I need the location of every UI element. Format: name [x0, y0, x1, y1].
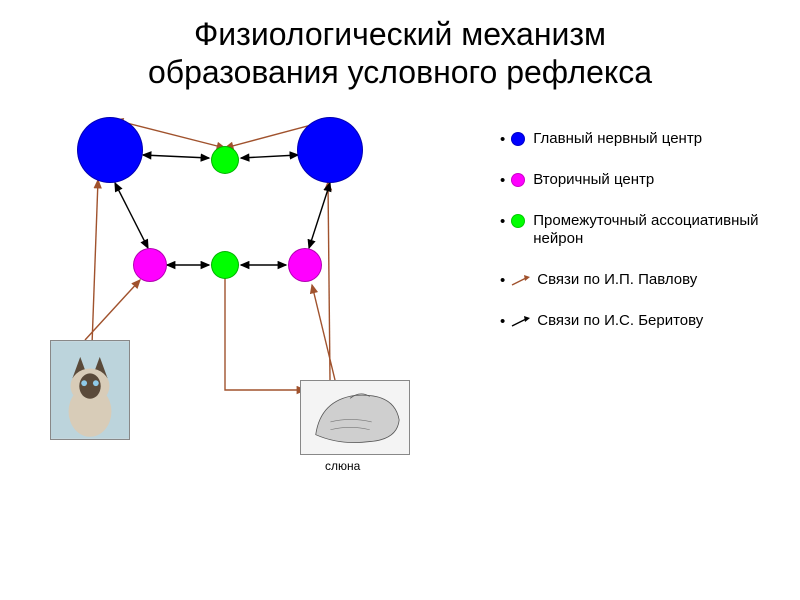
legend-bullet: • [500, 313, 505, 330]
node-green_top [211, 146, 239, 174]
legend-bullet: • [500, 213, 505, 230]
arrow-8 [309, 183, 330, 248]
arrow-3 [312, 285, 335, 380]
saliva-label: слюна [325, 459, 360, 473]
legend-bullet: • [500, 131, 505, 148]
legend-label: Промежуточный ассоциативный нейрон [533, 212, 770, 250]
legend-bullet: • [500, 172, 505, 189]
legend-circle-icon [511, 132, 525, 146]
legend-item-0: • Главный нервный центр [500, 130, 770, 149]
legend-circle-icon [511, 214, 525, 228]
legend-label: Вторичный центр [533, 171, 654, 190]
title-line2: образования условного рефлекса [148, 54, 652, 90]
arrow-2 [328, 182, 330, 380]
arrow-7 [115, 183, 148, 248]
node-blue_right [297, 117, 363, 183]
arrow-5 [143, 155, 209, 158]
legend-item-1: • Вторичный центр [500, 171, 770, 190]
legend-item-2: • Промежуточный ассоциативный нейрон [500, 212, 770, 250]
legend: • Главный нервный центр • Вторичный центр • П… [500, 130, 770, 353]
slide-title: Физиологический механизм образования усл… [0, 0, 800, 92]
node-green_bottom [211, 251, 239, 279]
legend-bullet: • [500, 272, 505, 289]
arrow-1 [85, 280, 140, 340]
legend-arrow-icon [511, 274, 531, 288]
legend-arrow-icon [511, 315, 531, 329]
title-line1: Физиологический механизм [194, 16, 606, 52]
legend-item-4: • Связи по И.С. Беритову [500, 312, 770, 331]
arrow-6 [241, 155, 298, 158]
legend-label: Связи по И.П. Павлову [537, 271, 697, 290]
legend-circle-icon [511, 173, 525, 187]
legend-label: Связи по И.С. Беритову [537, 312, 703, 331]
arrow-4 [225, 278, 305, 390]
node-magenta_right [288, 248, 322, 282]
node-blue_left [77, 117, 143, 183]
cat-image [50, 340, 130, 440]
legend-label: Главный нервный центр [533, 130, 702, 149]
anatomy-head-image [300, 380, 410, 455]
node-magenta_left [133, 248, 167, 282]
legend-item-3: • Связи по И.П. Павлову [500, 271, 770, 290]
